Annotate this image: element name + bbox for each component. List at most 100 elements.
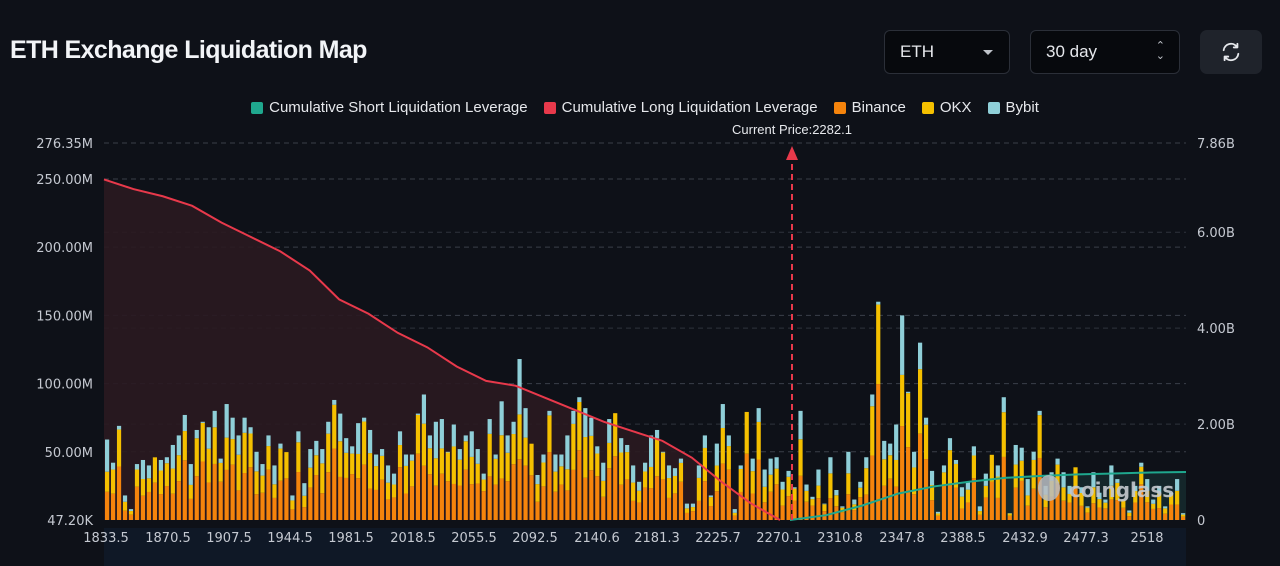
- bar-bybit: [290, 495, 295, 501]
- bar-bybit: [846, 451, 851, 474]
- x-tick: 2270.1: [756, 531, 802, 546]
- bar-bybit: [379, 449, 385, 456]
- bar-binance: [816, 498, 821, 520]
- bar-binance: [254, 494, 259, 520]
- bar-okx: [200, 422, 205, 462]
- bar-bybit: [535, 474, 540, 485]
- bar-binance: [941, 486, 947, 520]
- bar-okx: [541, 462, 546, 487]
- bar-okx: [290, 500, 295, 510]
- bar-binance: [553, 491, 558, 520]
- x-tick: 2518: [1130, 531, 1163, 546]
- bar-binance: [505, 481, 510, 520]
- bar-bybit: [499, 401, 504, 436]
- bar-bybit: [714, 443, 719, 466]
- bar-binance: [1091, 503, 1096, 520]
- bar-okx: [654, 438, 660, 477]
- bar-okx: [613, 413, 618, 457]
- bar-binance: [206, 482, 211, 520]
- bar-binance: [547, 452, 552, 520]
- bar-bybit: [696, 465, 701, 478]
- legend-item-binance[interactable]: Binance: [833, 99, 906, 116]
- bar-binance: [648, 488, 654, 520]
- bar-bybit: [128, 509, 134, 512]
- bar-binance: [678, 481, 684, 520]
- bar-okx: [1013, 464, 1018, 488]
- bar-bybit: [804, 484, 809, 491]
- bar-binance: [756, 459, 761, 520]
- bar-okx: [164, 463, 169, 487]
- bar-binance: [415, 453, 421, 520]
- symbol-select[interactable]: ETH: [884, 30, 1010, 74]
- bar-binance: [738, 491, 743, 520]
- bar-bybit: [607, 419, 612, 443]
- bar-bybit: [451, 424, 456, 447]
- bar-bybit: [571, 410, 576, 424]
- bar-binance: [236, 490, 241, 520]
- bar-binance: [708, 506, 713, 520]
- bar-binance: [595, 476, 600, 520]
- bar-okx: [397, 445, 403, 468]
- legend-item-okx[interactable]: OKX: [921, 99, 972, 116]
- bar-binance: [260, 492, 265, 520]
- bar-binance: [1139, 484, 1144, 520]
- x-tick: 2388.5: [940, 531, 986, 546]
- bar-bybit: [302, 483, 307, 496]
- bar-bybit: [254, 451, 259, 472]
- bar-okx: [894, 459, 899, 487]
- bar-okx: [1181, 514, 1186, 517]
- refresh-button[interactable]: [1200, 30, 1262, 74]
- bar-okx: [941, 472, 947, 487]
- short-liquidation-line: [789, 471, 1187, 521]
- up-down-chevron-icon: ⌃ ⌄: [1155, 40, 1165, 62]
- bar-bybit: [1139, 462, 1144, 467]
- bar-binance: [1175, 504, 1180, 520]
- bar-okx: [517, 414, 522, 460]
- bar-binance: [953, 487, 959, 520]
- bar-okx: [977, 511, 982, 515]
- bar-binance: [122, 510, 128, 520]
- legend-item-short[interactable]: Cumulative Short Liquidation Leverage: [251, 99, 528, 116]
- bar-bybit: [1145, 479, 1150, 491]
- bar-binance: [475, 483, 480, 520]
- bar-bybit: [929, 470, 935, 486]
- bar-bybit: [218, 458, 223, 463]
- bar-bybit: [726, 435, 731, 447]
- bar-okx: [822, 504, 827, 512]
- bar-binance: [714, 491, 719, 520]
- bar-binance: [152, 482, 158, 520]
- x-tick: 1907.5: [206, 531, 252, 546]
- bar-binance: [947, 484, 953, 520]
- bar-okx: [385, 482, 391, 500]
- bar-bybit: [906, 391, 911, 394]
- bar-bybit: [176, 435, 181, 456]
- bar-bybit: [977, 506, 982, 512]
- bar-bybit: [762, 469, 767, 487]
- bar-binance: [439, 473, 444, 520]
- bar-binance: [1181, 516, 1186, 520]
- y-left-tick: 276.35M: [36, 137, 93, 152]
- bar-binance: [170, 493, 175, 520]
- x-tick: 1833.5: [83, 531, 129, 546]
- bar-bybit: [344, 438, 349, 453]
- bar-binance: [110, 493, 116, 520]
- bar-binance: [158, 494, 163, 520]
- bar-okx: [804, 490, 809, 502]
- bar-bybit: [541, 454, 546, 463]
- bar-binance: [1055, 483, 1060, 520]
- bar-bybit: [882, 440, 887, 460]
- bar-okx: [403, 465, 409, 494]
- bar-okx: [929, 485, 935, 501]
- range-select[interactable]: 30 day ⌃ ⌄: [1030, 30, 1180, 74]
- bar-bybit: [272, 465, 277, 485]
- bar-binance: [1043, 507, 1048, 520]
- legend-item-long[interactable]: Cumulative Long Liquidation Leverage: [543, 99, 818, 116]
- bar-okx: [278, 448, 283, 481]
- legend-item-bybit[interactable]: Bybit: [987, 99, 1039, 116]
- bar-bybit: [1097, 492, 1102, 500]
- bar-okx: [648, 466, 654, 489]
- bar-binance: [1145, 502, 1150, 520]
- bar-okx: [206, 448, 211, 483]
- legend-label: Bybit: [1005, 99, 1039, 116]
- bar-bybit: [385, 465, 391, 483]
